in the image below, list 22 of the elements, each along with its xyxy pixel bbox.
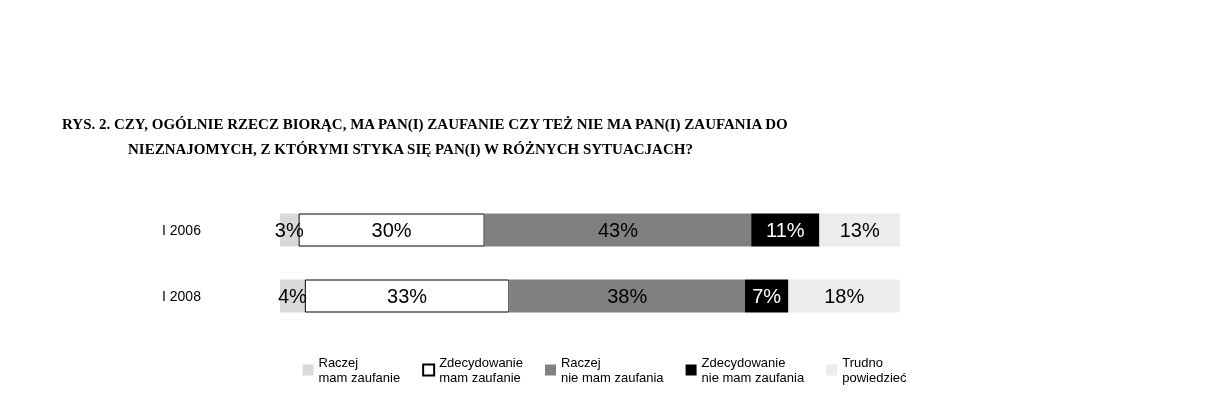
data-label: 7% <box>752 285 782 307</box>
legend-label: Zdecydowanie nie mam zaufania <box>701 355 805 385</box>
y-tick-label: I 2008 <box>162 288 202 304</box>
data-label: 33% <box>387 285 428 307</box>
bar <box>788 279 900 313</box>
data-label: 13% <box>839 219 880 241</box>
legend-label: Trudno powiedzieć <box>842 355 908 385</box>
data-label: 38% <box>607 285 648 307</box>
legend-label: Raczej nie mam zaufania <box>560 355 665 385</box>
bar <box>484 213 752 247</box>
bar <box>819 213 900 247</box>
legend-label: Raczej mam zaufanie <box>318 355 401 385</box>
y-tick-label: I 2006 <box>162 222 202 238</box>
chart-title: RYS. 2. CZY, OGÓLNIE RZECZ BIORĄC, MA PAN(I) ZAUFANIE CZY TEŻ NIE MA PAN(I) ZAUFANIA DO NIEZNAJOMYCH, Z KTÓRYMI STYKA SIĘ PAN(I) W RÓŻNYCH SYTUACJACH? <box>62 115 788 159</box>
data-label: 3% <box>274 219 304 241</box>
data-label: 11% <box>766 219 805 241</box>
data-label: 43% <box>597 219 639 241</box>
bar <box>304 279 510 313</box>
data-label: 18% <box>824 285 865 307</box>
data-label: 30% <box>371 219 412 241</box>
legend-label: Zdecydowanie mam zaufanie <box>439 355 523 385</box>
bar <box>509 279 745 313</box>
